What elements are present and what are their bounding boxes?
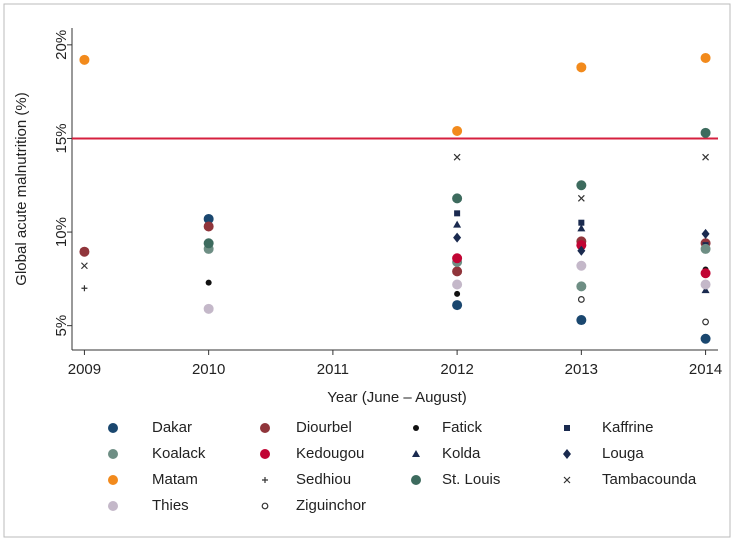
point [453,153,461,161]
legend-label: Kaffrine [602,419,653,436]
point [700,243,711,254]
legend-label: Fatick [442,419,483,436]
y-tick-label: 5% [53,315,70,337]
legend-marker [108,423,118,433]
legend-label: Tambacounda [602,471,697,488]
point [454,210,461,217]
legend-label: Thies [152,497,189,514]
legend-marker [413,425,419,431]
legend-marker [411,475,421,485]
point [80,262,88,270]
legend-label: Matam [152,471,198,488]
point [577,245,586,256]
point [577,296,585,303]
point [452,193,463,204]
x-tick-label: 2009 [68,361,101,378]
legend-marker [108,475,118,485]
legend-label: Ziguinchor [296,497,366,514]
legend-label: Diourbel [296,419,352,436]
legend-label: Dakar [152,419,192,436]
point [203,303,214,314]
point [452,253,463,264]
point [576,281,587,292]
legend-marker [261,502,269,510]
legend-label: Kedougou [296,445,364,462]
legend-marker [260,423,270,433]
y-axis-label: Global acute malnutrition (%) [13,92,30,285]
legend-label: Louga [602,445,644,462]
point [79,246,90,257]
legend-marker [412,450,420,457]
legend-marker [108,449,118,459]
x-tick-label: 2011 [317,361,349,378]
legend-marker [260,449,270,459]
point [203,213,214,224]
point [452,279,463,290]
legend-label: Kolda [442,445,481,462]
point [576,315,587,326]
point [700,333,711,344]
x-tick-label: 2013 [565,361,598,378]
point [576,180,587,191]
point [454,290,461,297]
point [701,286,710,294]
point [452,300,463,311]
legend-marker [262,477,268,483]
point [203,221,214,232]
y-tick-label: 10% [53,217,70,247]
legend-label: St. Louis [442,471,500,488]
point [452,125,463,136]
point [577,224,586,232]
point [702,153,710,161]
x-axis-label: Year (June – August) [327,389,467,406]
x-tick-label: 2014 [689,361,722,378]
point [576,62,587,73]
point [452,266,463,277]
point [700,268,711,279]
y-tick-label: 20% [53,30,70,60]
legend-marker [563,476,571,484]
point [576,260,587,271]
point [81,285,88,292]
point [578,219,585,226]
frame [3,3,731,538]
point [205,279,212,286]
point [577,194,585,202]
point [700,52,711,63]
x-tick-label: 2010 [192,361,225,378]
point [700,127,711,138]
legend-label: Koalack [152,445,206,462]
point [700,279,711,290]
y-tick-label: 15% [53,123,70,153]
legend-marker [563,449,571,459]
point [701,228,710,239]
legend-marker [108,501,118,511]
legend-label: Sedhiou [296,471,351,488]
x-tick-label: 2012 [440,361,473,378]
legend-marker [564,425,570,431]
point [576,240,587,251]
point [453,220,462,228]
point [702,318,709,326]
point [453,232,462,243]
point [203,238,214,249]
point [79,54,90,65]
